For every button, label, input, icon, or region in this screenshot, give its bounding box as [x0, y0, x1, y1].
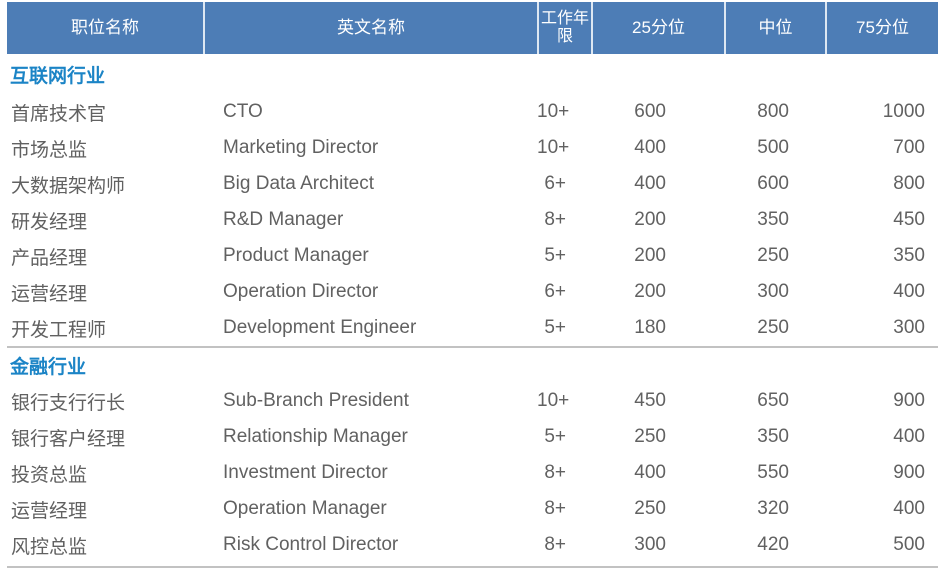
cell-position-name: 风控总监 [11, 536, 88, 558]
cell-position-name: 首席技术官 [11, 103, 107, 125]
cell-position-name: 大数据架构师 [11, 175, 126, 197]
section-divider [7, 346, 938, 348]
cell-work-years: 8+ [544, 462, 566, 483]
cell-english-name: CTO [223, 101, 263, 122]
cell-25th-percentile: 200 [634, 209, 666, 230]
cell-english-name: Product Manager [223, 245, 369, 266]
cell-median: 350 [757, 426, 789, 447]
table-row: 市场总监 Marketing Director 10+ 400 500 700 [7, 130, 938, 166]
table-bottom-divider [7, 566, 938, 568]
cell-75th-percentile: 350 [893, 245, 925, 266]
table-row: 首席技术官 CTO 10+ 600 800 1000 [7, 94, 938, 130]
column-header-75th-percentile: 75分位 [825, 2, 938, 54]
cell-position-name: 市场总监 [11, 139, 88, 161]
cell-position-name: 投资总监 [11, 464, 88, 486]
cell-75th-percentile: 300 [893, 317, 925, 338]
table-row: 运营经理 Operation Manager 8+ 250 320 400 [7, 491, 938, 527]
cell-median: 500 [757, 137, 789, 158]
cell-25th-percentile: 300 [634, 534, 666, 555]
cell-work-years: 8+ [544, 498, 566, 519]
cell-75th-percentile: 1000 [882, 101, 925, 122]
table-row: 银行客户经理 Relationship Manager 5+ 250 350 400 [7, 419, 938, 455]
cell-work-years: 8+ [544, 534, 566, 555]
table-row: 大数据架构师 Big Data Architect 6+ 400 600 800 [7, 166, 938, 202]
table-body: 互联网行业首席技术官 CTO 10+ 600 800 1000 市场总监 Marketing … [7, 54, 938, 568]
table-row: 产品经理 Product Manager 5+ 200 250 350 [7, 238, 938, 274]
cell-work-years: 5+ [544, 317, 566, 338]
column-header-position-name: 职位名称 [71, 18, 139, 38]
table-row: 开发工程师 Development Engineer 5+ 180 250 300 [7, 310, 938, 346]
cell-median: 420 [757, 534, 789, 555]
cell-position-name: 银行支行行长 [11, 392, 126, 414]
cell-english-name: Operation Manager [223, 498, 387, 519]
cell-work-years: 10+ [537, 137, 570, 158]
cell-25th-percentile: 400 [634, 137, 666, 158]
cell-position-name: 运营经理 [11, 283, 88, 305]
cell-75th-percentile: 900 [893, 390, 925, 411]
cell-25th-percentile: 400 [634, 462, 666, 483]
cell-english-name: Operation Director [223, 281, 379, 302]
cell-75th-percentile: 700 [893, 137, 925, 158]
cell-25th-percentile: 600 [634, 101, 666, 122]
cell-median: 800 [757, 101, 789, 122]
cell-work-years: 10+ [537, 390, 570, 411]
cell-median: 300 [757, 281, 789, 302]
section-title: 金融行业 [10, 357, 87, 378]
cell-work-years: 10+ [537, 101, 570, 122]
cell-25th-percentile: 450 [634, 390, 666, 411]
table-row: 运营经理 Operation Director 6+ 200 300 400 [7, 274, 938, 310]
cell-work-years: 5+ [544, 426, 566, 447]
cell-75th-percentile: 500 [893, 534, 925, 555]
cell-25th-percentile: 200 [634, 281, 666, 302]
column-header-english-name: 英文名称 [203, 2, 537, 54]
cell-25th-percentile: 200 [634, 245, 666, 266]
cell-english-name: Relationship Manager [223, 426, 408, 447]
column-header-work-years: 工作年限 [537, 2, 591, 54]
cell-position-name: 开发工程师 [11, 319, 107, 341]
section-title: 互联网行业 [10, 65, 106, 87]
cell-75th-percentile: 400 [893, 426, 925, 447]
cell-position-name: 产品经理 [11, 247, 88, 269]
cell-median: 550 [757, 462, 789, 483]
cell-english-name: Marketing Director [223, 137, 379, 158]
cell-english-name: Big Data Architect [223, 173, 375, 194]
cell-median: 320 [757, 498, 789, 519]
cell-english-name: Investment Director [223, 462, 388, 483]
cell-25th-percentile: 250 [634, 426, 666, 447]
cell-english-name: Sub-Branch President [223, 390, 409, 411]
cell-work-years: 6+ [544, 281, 566, 302]
column-header-25th-percentile: 25分位 [591, 2, 724, 54]
cell-75th-percentile: 450 [893, 209, 925, 230]
cell-english-name: Development Engineer [223, 317, 417, 338]
table-header-row: 职位名称 英文名称 工作年限 25分位 中位 75分位 [7, 2, 938, 54]
cell-english-name: Risk Control Director [223, 534, 399, 555]
table-row: 研发经理 R&D Manager 8+ 200 350 450 [7, 202, 938, 238]
cell-position-name: 研发经理 [11, 211, 88, 233]
column-header-median: 中位 [724, 2, 825, 54]
cell-median: 250 [757, 245, 789, 266]
table-row: 银行支行行长 Sub-Branch President 10+ 450 650 900 [7, 383, 938, 419]
table-row: 风控总监 Risk Control Director 8+ 300 420 500 [7, 527, 938, 563]
cell-median: 250 [757, 317, 789, 338]
cell-median: 350 [757, 209, 789, 230]
cell-75th-percentile: 400 [893, 498, 925, 519]
cell-25th-percentile: 180 [634, 317, 666, 338]
cell-position-name: 银行客户经理 [11, 428, 126, 450]
cell-work-years: 6+ [544, 173, 566, 194]
cell-25th-percentile: 400 [634, 173, 666, 194]
cell-work-years: 8+ [544, 209, 566, 230]
cell-75th-percentile: 900 [893, 462, 925, 483]
cell-work-years: 5+ [544, 245, 566, 266]
cell-75th-percentile: 800 [893, 173, 925, 194]
cell-median: 650 [757, 390, 789, 411]
cell-position-name: 运营经理 [11, 500, 88, 522]
salary-table: 职位名称 英文名称 工作年限 25分位 中位 75分位 互联网行业首席技术官 CT… [7, 2, 938, 568]
cell-median: 600 [757, 173, 789, 194]
table-row: 投资总监 Investment Director 8+ 400 550 900 [7, 455, 938, 491]
cell-english-name: R&D Manager [223, 209, 344, 230]
cell-25th-percentile: 250 [634, 498, 666, 519]
cell-75th-percentile: 400 [893, 281, 925, 302]
